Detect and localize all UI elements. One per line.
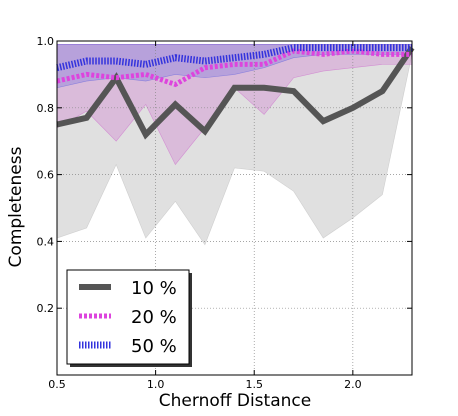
plot-frame [56,40,413,376]
legend-label-2: 20 % [131,307,177,328]
legend-label-1: 10 % [131,278,177,299]
legend-label-3: 50 % [131,336,177,357]
y-axis-label: Completeness [6,146,26,267]
x-tick-label: 1.5 [245,378,263,391]
series-line-2 [56,48,412,88]
x-tick-label: 0.5 [48,378,66,391]
y-tick-label: 0.6 [37,169,55,182]
y-tick-label: 0.8 [37,102,55,115]
x-tick-label: 2.0 [344,378,362,391]
y-tick-label: 0.4 [37,235,55,248]
y-tick-label: 1.0 [37,35,55,48]
legend: 10 % 20 % 50 % [66,269,192,367]
y-tick-label: 0.2 [37,302,55,315]
x-tick-label: 1.0 [147,378,165,391]
x-axis-label: Chernoff Distance [159,391,311,411]
